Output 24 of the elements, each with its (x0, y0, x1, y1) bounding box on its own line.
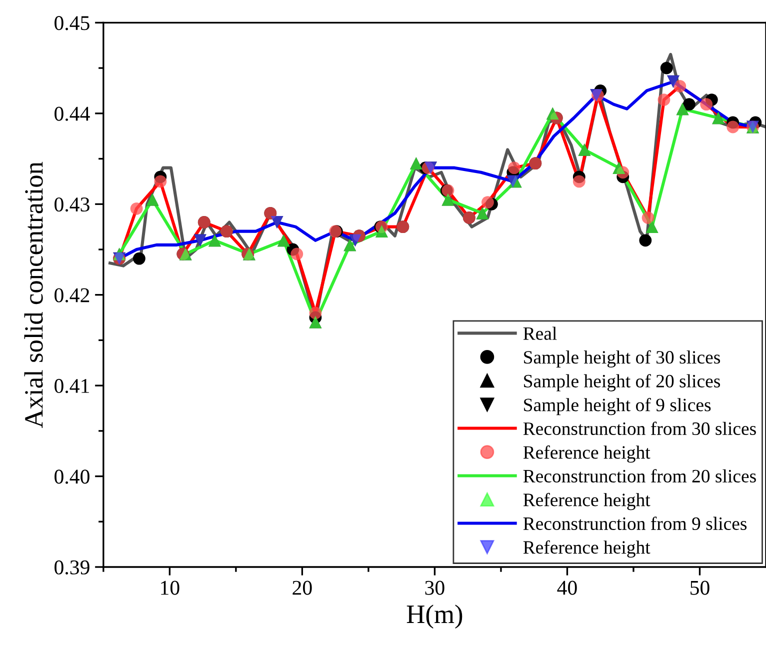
legend-label: Reconstrunction from 9 slices (523, 516, 747, 530)
x-tick-label: 50 (690, 580, 710, 595)
y-tick-label: 0.40 (54, 470, 90, 484)
y-tick-label: 0.45 (54, 16, 90, 30)
legend-label: Reference height (523, 445, 650, 463)
y-tick-label: 0.41 (54, 378, 89, 394)
y-tick-label: 0.42 (54, 288, 90, 302)
y-axis-title: Axial solid concentration (24, 162, 43, 428)
y-tick-label: 0.43 (54, 197, 90, 212)
x-tick-label: 10 (161, 580, 180, 595)
legend-label: Sample height of 30 slices (524, 350, 720, 368)
y-tick-label: 0.44 (54, 106, 90, 121)
legend-label: Reconstrunction from 20 slices (523, 469, 756, 483)
legend-label: Reference height (523, 540, 650, 558)
x-tick-label: 20 (292, 580, 312, 595)
y-tick-label: 0.39 (54, 560, 90, 575)
legend-label: Sample height of 20 slices (524, 374, 720, 392)
legend-label: Reconstrunction from 30 slices (523, 422, 756, 436)
x-tick-label: 40 (557, 580, 577, 595)
legend-label: Reference height (523, 492, 650, 510)
x-tick-label: 30 (425, 580, 444, 595)
legend-label: Sample height of 9 slices (524, 398, 711, 416)
legend-label: Real (523, 326, 557, 340)
x-axis-title: H(m) (406, 604, 462, 629)
